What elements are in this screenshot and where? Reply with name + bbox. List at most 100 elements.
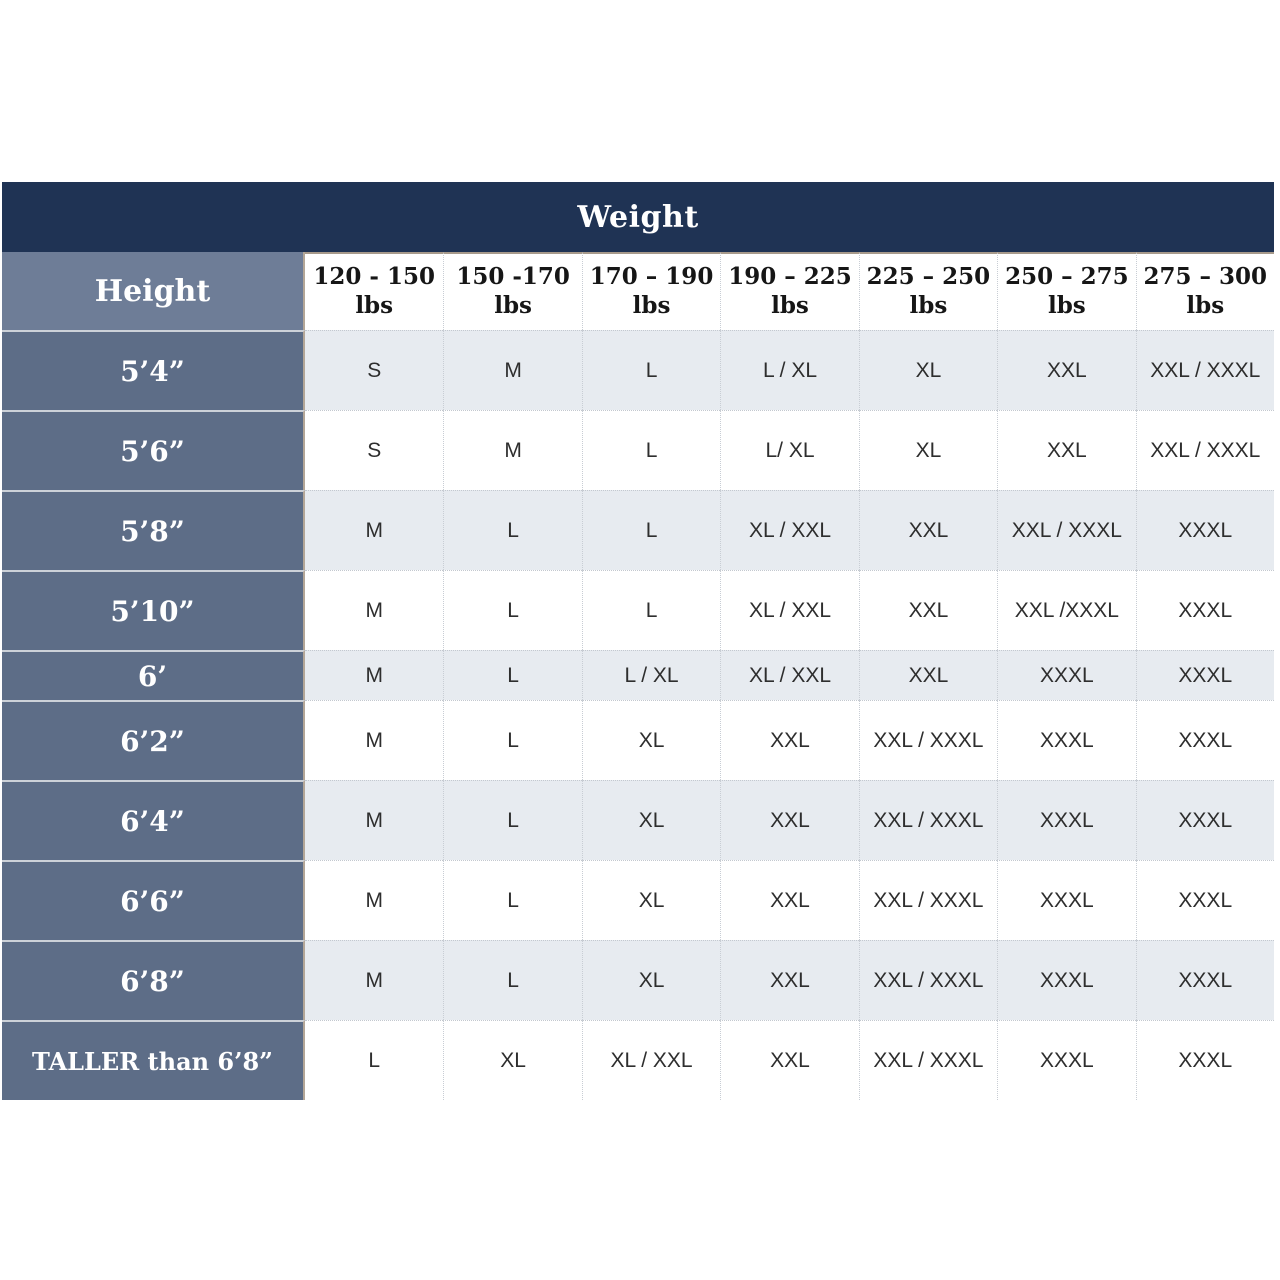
weight-unit-label: lbs: [1047, 292, 1086, 319]
weight-range-label: 120 - 150: [313, 263, 435, 291]
size-cell: L: [443, 570, 582, 650]
weight-column-header: 275 – 300 lbs: [1135, 252, 1274, 330]
weight-unit-label: lbs: [1186, 292, 1225, 319]
size-cell: XXL: [858, 650, 998, 700]
size-cell: XXXL: [997, 940, 1136, 1020]
size-cell: M: [305, 570, 444, 650]
size-cell: M: [305, 860, 444, 940]
size-cell: XXL: [720, 700, 859, 780]
size-cell: XXXL: [997, 1020, 1136, 1100]
size-cell: S: [305, 330, 444, 410]
height-row-label: 6’8”: [2, 940, 305, 1020]
height-row-label: 5’6”: [2, 410, 305, 490]
size-chart-table: Weight Height 120 - 150 lbs 150 -170 lbs…: [2, 182, 1274, 1100]
weight-column-header: 120 - 150 lbs: [305, 252, 444, 330]
size-cell: M: [305, 940, 444, 1020]
height-row-label: 5’8”: [2, 490, 305, 570]
size-cell: L: [443, 940, 582, 1020]
weight-unit-label: lbs: [632, 292, 671, 319]
size-cell: L / XL: [581, 650, 721, 700]
weight-column-header: 170 – 190 lbs: [581, 252, 721, 330]
size-cell: XXXL: [1135, 940, 1274, 1020]
size-cell: XXL: [720, 780, 859, 860]
weight-column-header: 190 – 225 lbs: [720, 252, 859, 330]
size-cell: XXXL: [1135, 700, 1274, 780]
size-cell: XL: [858, 330, 998, 410]
size-cell: XXL: [720, 860, 859, 940]
size-cell: XXXL: [1135, 860, 1274, 940]
size-cell: L: [581, 490, 721, 570]
size-cell: XL: [581, 860, 721, 940]
size-cell: XXL: [720, 940, 859, 1020]
size-cell: XXL / XXXL: [1135, 330, 1274, 410]
size-cell: L: [581, 330, 721, 410]
size-cell: L: [581, 410, 721, 490]
size-cell: S: [305, 410, 444, 490]
size-cell: XXL / XXXL: [997, 490, 1136, 570]
size-cell: L: [443, 490, 582, 570]
weight-column-header: 150 -170 lbs: [443, 252, 582, 330]
height-column-header: Height: [2, 252, 305, 330]
weight-column-header: 250 – 275 lbs: [997, 252, 1136, 330]
size-cell: L: [443, 650, 582, 700]
size-cell: L/ XL: [720, 410, 859, 490]
size-cell: XXXL: [1135, 1020, 1274, 1100]
size-cell: XXXL: [1135, 780, 1274, 860]
size-cell: L / XL: [720, 330, 859, 410]
chart-title: Weight: [577, 199, 699, 235]
size-cell: M: [305, 780, 444, 860]
height-header-label: Height: [94, 273, 211, 309]
size-cell: XXXL: [1135, 650, 1274, 700]
size-cell: M: [443, 410, 582, 490]
size-cell: XL / XXL: [720, 650, 859, 700]
size-cell: M: [305, 490, 444, 570]
size-grid: Height 120 - 150 lbs 150 -170 lbs 170 – …: [2, 252, 1274, 1100]
size-cell: M: [443, 330, 582, 410]
size-cell: XL: [858, 410, 998, 490]
height-row-label: 6’6”: [2, 860, 305, 940]
size-cell: XXL: [858, 490, 998, 570]
size-cell: XXL: [997, 330, 1136, 410]
weight-range-label: 225 – 250: [866, 263, 991, 291]
weight-unit-label: lbs: [355, 292, 394, 319]
height-row-label: 6’: [2, 650, 305, 700]
size-cell: XXL / XXXL: [858, 940, 998, 1020]
weight-range-label: 150 -170: [456, 263, 570, 291]
weight-unit-label: lbs: [909, 292, 948, 319]
weight-column-header: 225 – 250 lbs: [858, 252, 998, 330]
size-cell: XXL: [720, 1020, 859, 1100]
size-cell: XL: [443, 1020, 582, 1100]
height-row-label: 5’10”: [2, 570, 305, 650]
size-cell: XXXL: [997, 700, 1136, 780]
size-cell: L: [581, 570, 721, 650]
size-cell: L: [443, 780, 582, 860]
size-cell: XL / XXL: [581, 1020, 721, 1100]
weight-range-label: 250 – 275: [1005, 263, 1129, 291]
height-row-label: 6’4”: [2, 780, 305, 860]
weight-title-bar: Weight: [2, 182, 1274, 252]
size-cell: XXL / XXXL: [858, 700, 998, 780]
size-cell: XXL / XXXL: [858, 780, 998, 860]
height-row-label: TALLER than 6’8”: [2, 1020, 305, 1100]
size-cell: XXXL: [997, 650, 1136, 700]
size-cell: XXXL: [997, 860, 1136, 940]
size-cell: XXXL: [1135, 490, 1274, 570]
weight-unit-label: lbs: [771, 292, 809, 319]
size-cell: L: [443, 700, 582, 780]
size-cell: L: [443, 860, 582, 940]
size-cell: M: [305, 650, 444, 700]
weight-range-label: 190 – 225: [728, 263, 852, 291]
height-row-label: 6’2”: [2, 700, 305, 780]
weight-range-label: 275 – 300: [1143, 263, 1268, 291]
size-cell: L: [305, 1020, 444, 1100]
size-cell: XL / XXL: [720, 570, 859, 650]
size-cell: XXL: [858, 570, 998, 650]
size-cell: XXL /XXXL: [997, 570, 1136, 650]
size-cell: XXL / XXXL: [858, 1020, 998, 1100]
size-cell: XL / XXL: [720, 490, 859, 570]
size-cell: XL: [581, 700, 721, 780]
size-cell: XXL: [997, 410, 1136, 490]
size-cell: XXL / XXXL: [858, 860, 998, 940]
size-cell: XL: [581, 780, 721, 860]
